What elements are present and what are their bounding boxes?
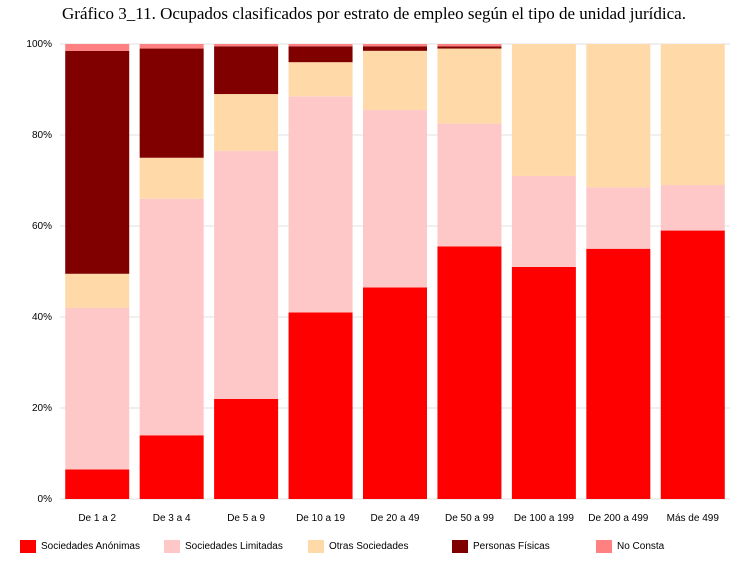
bar-segment — [288, 96, 353, 313]
bar-segment — [214, 94, 279, 151]
bar-segment — [437, 48, 502, 124]
legend-swatch — [164, 539, 180, 553]
bar-segment — [65, 50, 130, 274]
x-tick-label: De 3 a 4 — [153, 513, 191, 524]
y-tick-label: 20% — [32, 403, 52, 414]
legend-item: Personas Físicas — [452, 538, 550, 554]
y-axis-ticks: 0% 20% 40% 60% 80% 100% — [26, 39, 52, 505]
x-tick-label: De 5 a 9 — [227, 513, 265, 524]
bar-segment — [437, 44, 502, 47]
bar-segment — [139, 435, 204, 499]
bar-segment — [139, 198, 204, 436]
bar-segment — [139, 44, 204, 49]
legend-label: Sociedades Limitadas — [185, 540, 283, 552]
bar-segment — [65, 307, 130, 470]
legend-item: No Consta — [596, 538, 664, 554]
bar-segment — [586, 44, 651, 188]
x-tick-label: De 50 a 99 — [445, 513, 494, 524]
y-tick-label: 60% — [32, 221, 52, 232]
stacked-bar-chart: 0% 20% 40% 60% 80% 100% De 1 a 2 De 3 a 4 De 5 … — [26, 39, 730, 524]
bar-segment — [660, 185, 725, 231]
x-tick-label: De 20 a 49 — [371, 513, 420, 524]
bar-segment — [660, 44, 725, 186]
legend-swatch — [452, 539, 468, 553]
legend: Sociedades Anónimas Sociedades Limitadas O… — [0, 538, 748, 558]
legend-item: Otras Sociedades — [308, 538, 409, 554]
bar-segment — [288, 312, 353, 499]
x-tick-label: Más de 499 — [667, 513, 720, 524]
bar-segment — [586, 248, 651, 499]
legend-label: Otras Sociedades — [329, 540, 409, 552]
legend-item: Sociedades Anónimas — [20, 538, 140, 554]
y-tick-label: 100% — [26, 39, 52, 50]
bar-segment — [139, 48, 204, 158]
x-tick-label: De 100 a 199 — [514, 513, 574, 524]
y-tick-label: 40% — [32, 312, 52, 323]
legend-swatch — [20, 539, 36, 553]
bar-segment — [214, 150, 279, 399]
bar-segment — [288, 46, 353, 63]
bar-segment — [511, 266, 576, 499]
chart-title: Gráfico 3_11. Ocupados clasificados por … — [62, 4, 686, 23]
bar-segment — [214, 398, 279, 499]
bar-segment — [586, 187, 651, 249]
bar-segment — [660, 230, 725, 500]
legend-swatch — [596, 539, 612, 553]
legend-label: No Consta — [617, 540, 665, 552]
bar-segment — [288, 62, 353, 97]
bar-segment — [363, 50, 427, 110]
bar-segment — [363, 287, 427, 499]
bar-segment — [139, 157, 204, 199]
legend-swatch — [308, 539, 324, 553]
legend-label: Personas Físicas — [473, 540, 550, 552]
bar-segment — [511, 44, 576, 176]
bar-segment — [437, 46, 502, 49]
bar-segment — [65, 44, 130, 51]
y-tick-label: 80% — [32, 130, 52, 141]
bar-segment — [214, 44, 279, 47]
bar-segment — [363, 44, 427, 47]
x-tick-label: De 10 a 19 — [296, 513, 345, 524]
bar-segment — [363, 109, 427, 288]
bar-segment — [214, 46, 279, 95]
x-axis-ticks: De 1 a 2 De 3 a 4 De 5 a 9 De 10 a 19 De 20 … — [78, 513, 719, 524]
legend-item: Sociedades Limitadas — [164, 538, 283, 554]
legend-label: Sociedades Anónimas — [41, 540, 140, 552]
bar-segment — [65, 469, 130, 499]
bars-layer — [65, 44, 725, 500]
bar-segment — [363, 46, 427, 51]
bar-segment — [437, 123, 502, 247]
bar-segment — [65, 273, 130, 308]
bar-segment — [437, 246, 502, 499]
bar-segment — [511, 175, 576, 267]
bar-segment — [288, 44, 353, 47]
y-tick-label: 0% — [38, 494, 53, 505]
x-tick-label: De 200 a 499 — [588, 513, 648, 524]
x-tick-label: De 1 a 2 — [78, 513, 116, 524]
